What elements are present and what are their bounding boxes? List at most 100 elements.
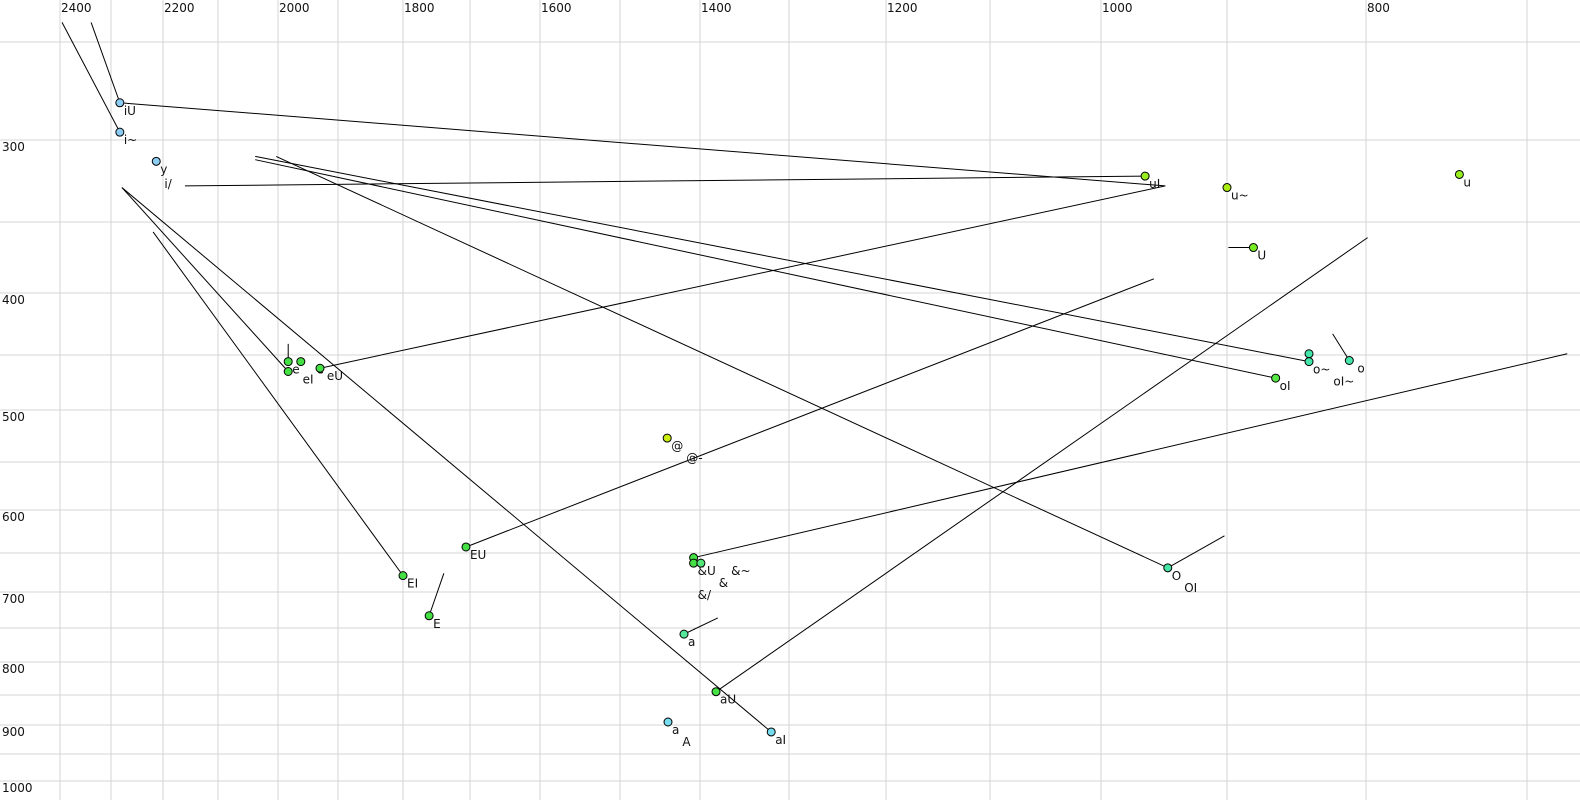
point-marker[interactable] xyxy=(1304,357,1314,367)
vowel-point[interactable]: uI xyxy=(1140,171,1160,191)
vowel-label: iU xyxy=(124,104,136,118)
vowel-points: iUi~yi/uIu~uUo~oI~ooIOOIeeIeeUEIEEU@@-&U… xyxy=(115,98,1471,749)
vowel-point[interactable]: o~oI~ xyxy=(1304,357,1354,389)
point-marker[interactable] xyxy=(315,363,325,373)
trajectory-line xyxy=(121,187,289,372)
vowel-label: uI xyxy=(1149,177,1160,191)
vowel-label: EU xyxy=(470,548,486,562)
vowel-label: @ xyxy=(671,439,683,453)
x-tick-label: 2400 xyxy=(61,1,92,15)
vowel-label: u~ xyxy=(1231,189,1249,203)
vowel-point[interactable]: aI xyxy=(766,727,786,747)
point-marker[interactable] xyxy=(115,127,125,137)
vowel-label: O xyxy=(1172,569,1181,583)
vowel-label: eU xyxy=(327,369,343,383)
vowel-point[interactable]: iU xyxy=(115,98,136,118)
point-marker[interactable] xyxy=(398,571,408,581)
point-marker[interactable] xyxy=(151,156,161,166)
point-marker[interactable] xyxy=(696,558,706,568)
y-tick-label: 800 xyxy=(2,662,25,676)
point-marker[interactable] xyxy=(663,717,673,727)
trajectory-line xyxy=(121,187,772,733)
vowel-label: @- xyxy=(686,451,702,465)
trajectory-line xyxy=(693,353,1568,559)
vowel-point[interactable]: EU xyxy=(461,542,486,562)
vowel-point[interactable]: y xyxy=(151,156,167,176)
vowel-point[interactable]: e xyxy=(283,357,300,377)
point-marker[interactable] xyxy=(1344,356,1354,365)
y-tick-label: 600 xyxy=(2,510,25,524)
point-marker[interactable] xyxy=(283,367,293,376)
trajectories xyxy=(61,22,1568,733)
vowel-point[interactable]: i/ xyxy=(164,177,172,191)
point-marker[interactable] xyxy=(1248,243,1258,253)
vowel-point[interactable] xyxy=(1304,349,1314,359)
vowel-point[interactable]: &~ xyxy=(696,558,751,578)
vowel-point[interactable]: eU xyxy=(315,363,343,383)
point-marker[interactable] xyxy=(679,629,689,639)
vowel-label: A xyxy=(682,735,691,749)
point-marker[interactable] xyxy=(1163,563,1173,573)
vowel-label: oI xyxy=(1280,379,1291,393)
vowel-point[interactable]: a xyxy=(679,629,695,649)
vowel-point[interactable]: OOI xyxy=(1163,563,1197,595)
vowel-label: aI xyxy=(775,733,786,747)
point-marker[interactable] xyxy=(1454,169,1464,179)
point-marker[interactable] xyxy=(662,433,672,443)
trajectory-line xyxy=(683,617,719,635)
x-tick-label: 2000 xyxy=(279,1,310,15)
point-marker[interactable] xyxy=(1222,183,1232,193)
trajectory-line xyxy=(715,237,1368,693)
trajectory-line xyxy=(465,278,1155,548)
point-marker[interactable] xyxy=(283,357,293,367)
vowel-point[interactable]: @@- xyxy=(662,433,703,465)
vowel-point[interactable]: o xyxy=(1344,356,1365,376)
vowel-label: i~ xyxy=(124,133,137,147)
vowel-point[interactable]: EI xyxy=(398,571,418,591)
x-tick-label: 1400 xyxy=(701,1,732,15)
vowel-point[interactable]: &U&&/ xyxy=(689,558,729,602)
vowel-point[interactable]: u xyxy=(1454,169,1471,189)
trajectory-line xyxy=(152,231,404,576)
trajectory-line xyxy=(119,102,1166,187)
vowel-point[interactable]: i~ xyxy=(115,127,137,147)
vowel-label: eI xyxy=(303,373,314,387)
trajectory-line xyxy=(184,175,1146,187)
vowel-label: e xyxy=(292,363,299,377)
point-marker[interactable] xyxy=(766,727,776,737)
trajectory-line xyxy=(319,185,1166,369)
trajectory-line xyxy=(90,22,121,103)
y-tick-label: 300 xyxy=(2,140,25,154)
point-marker[interactable] xyxy=(115,98,125,108)
point-marker[interactable] xyxy=(1140,171,1150,181)
vowel-label: a xyxy=(688,635,695,649)
point-marker[interactable] xyxy=(711,687,721,697)
y-axis-tick-labels: 300 400 500 600 700 800 900 1000 xyxy=(2,140,33,795)
x-tick-label: 1800 xyxy=(404,1,435,15)
vowel-label: o~ xyxy=(1313,363,1330,377)
vowel-label: y xyxy=(160,162,167,176)
y-tick-label: 700 xyxy=(2,592,25,606)
point-marker[interactable] xyxy=(1304,349,1314,359)
vowel-label: EI xyxy=(407,577,418,591)
vowel-point[interactable]: E xyxy=(424,611,441,631)
trajectory-line xyxy=(61,22,121,133)
point-marker[interactable] xyxy=(296,357,306,367)
vowel-point[interactable]: U xyxy=(1248,243,1266,263)
point-marker[interactable] xyxy=(1271,373,1281,383)
point-marker[interactable] xyxy=(461,542,471,552)
point-marker[interactable] xyxy=(424,611,434,621)
vowel-point[interactable]: u~ xyxy=(1222,183,1249,203)
trajectory-line xyxy=(428,573,445,616)
vowel-label: &~ xyxy=(731,564,750,578)
vowel-label: E xyxy=(433,617,441,631)
vowel-point[interactable]: aA xyxy=(663,717,691,749)
vowel-point[interactable]: eI xyxy=(283,367,314,387)
vowel-point[interactable]: aU xyxy=(711,687,736,707)
x-tick-label: 1000 xyxy=(1102,1,1133,15)
vowel-point[interactable]: oI xyxy=(1271,373,1291,393)
y-tick-label: 1000 xyxy=(2,781,33,795)
x-tick-label: 1600 xyxy=(541,1,572,15)
vowel-label: o xyxy=(1357,362,1364,376)
